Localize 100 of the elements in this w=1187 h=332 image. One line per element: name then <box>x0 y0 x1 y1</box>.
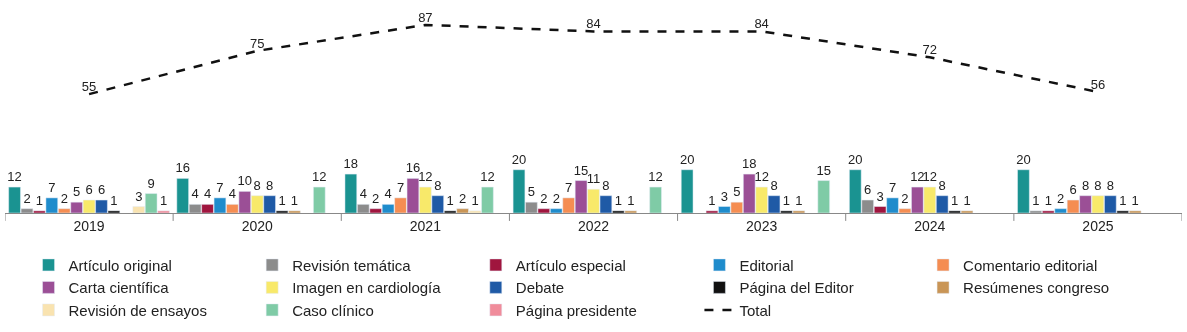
x-tick-label: 2020 <box>241 217 273 234</box>
data-label: 12 <box>754 169 769 185</box>
bar <box>817 180 830 213</box>
legend-label: Comentario editorial <box>963 256 1098 274</box>
data-label: 7 <box>888 179 897 195</box>
x-tick-label: 2024 <box>914 217 946 234</box>
data-label: 2 <box>540 190 548 206</box>
x-tick-label: 2022 <box>577 217 610 234</box>
data-label: 8 <box>602 177 610 193</box>
data-label: 16 <box>405 160 421 176</box>
data-label: 8 <box>938 177 946 193</box>
data-label: 2 <box>901 190 909 206</box>
data-label: 6 <box>85 182 93 198</box>
data-label: 3 <box>135 188 143 204</box>
data-label: 8 <box>1106 177 1114 193</box>
legend-label: Imagen en cardiología <box>292 279 442 297</box>
data-label: 1 <box>1032 192 1040 208</box>
data-label: 8 <box>1081 177 1090 193</box>
legend-label: Artículo especial <box>515 256 626 274</box>
data-label: 1 <box>627 192 635 208</box>
data-label: 2 <box>552 190 560 206</box>
data-label: 7 <box>216 179 224 195</box>
data-label: 56 <box>1090 76 1106 92</box>
data-label: 1 <box>1119 192 1127 208</box>
data-label: 4 <box>359 186 367 202</box>
legend-label: Resúmenes congreso <box>963 279 1109 297</box>
data-label: 4 <box>203 186 212 202</box>
data-label: 2 <box>60 190 68 206</box>
data-label: 1 <box>290 192 299 208</box>
data-label: 8 <box>266 177 274 193</box>
data-label: 10 <box>237 173 253 189</box>
data-label: 8 <box>770 177 778 193</box>
data-label: 4 <box>191 186 199 202</box>
x-tick-label: 2021 <box>409 217 442 234</box>
legend-label: Artículo original <box>68 256 172 274</box>
data-label: 2 <box>23 190 31 206</box>
data-label: 1 <box>1131 192 1139 208</box>
data-label: 18 <box>741 156 757 172</box>
data-label: 72 <box>922 42 938 58</box>
data-label: 20 <box>1016 151 1031 167</box>
data-label: 75 <box>249 35 265 51</box>
data-label: 1 <box>963 192 971 208</box>
data-label: 87 <box>418 9 433 25</box>
data-label: 1 <box>471 192 479 208</box>
data-label: 1 <box>951 192 959 208</box>
legend-label: Total <box>739 301 772 319</box>
legend-label: Página del Editor <box>739 279 854 297</box>
data-label: 5 <box>527 184 536 200</box>
data-label: 15 <box>573 162 589 178</box>
bar <box>680 169 694 213</box>
data-label: 5 <box>733 184 741 200</box>
data-label: 1 <box>278 192 286 208</box>
legend-label: Caso clínico <box>292 301 374 319</box>
data-label: 8 <box>434 177 442 193</box>
data-label: 18 <box>343 156 359 172</box>
legend-label: Revisión temática <box>292 256 412 274</box>
data-label: 7 <box>48 179 56 195</box>
legend-label: Debate <box>515 279 565 297</box>
legend-label: Carta científica <box>68 279 170 297</box>
data-label: 1 <box>159 192 168 208</box>
data-label: 6 <box>864 182 872 198</box>
data-label: 6 <box>97 182 106 198</box>
data-label: 20 <box>679 151 695 167</box>
data-label: 6 <box>1069 182 1077 198</box>
data-label: 1 <box>782 192 791 208</box>
data-label: 1 <box>614 192 622 208</box>
data-label: 7 <box>396 179 405 195</box>
data-label: 8 <box>1094 177 1102 193</box>
x-tick-label: 2019 <box>73 217 105 234</box>
legend-label: Revisión de ensayos <box>68 301 207 319</box>
data-label: 2 <box>1057 190 1065 206</box>
data-label: 2 <box>458 190 467 206</box>
x-tick-label: 2025 <box>1082 217 1114 234</box>
legend-label: Editorial <box>739 256 794 274</box>
data-label: 3 <box>876 188 884 204</box>
bar <box>313 186 326 213</box>
data-label: 1 <box>795 192 803 208</box>
data-label: 15 <box>816 162 831 178</box>
data-label: 1 <box>446 192 454 208</box>
data-label: 2 <box>372 190 380 206</box>
data-label: 20 <box>511 151 527 167</box>
legend-label: Página presidente <box>515 301 637 319</box>
bar <box>649 186 662 213</box>
data-label: 84 <box>754 16 769 32</box>
data-label: 1 <box>110 192 118 208</box>
data-label: 8 <box>253 177 261 193</box>
data-label: 1 <box>1044 192 1052 208</box>
data-label: 16 <box>175 160 190 176</box>
data-label: 12 <box>7 169 22 185</box>
data-label: 7 <box>565 179 573 195</box>
data-label: 12 <box>312 169 327 185</box>
data-label: 84 <box>586 16 601 32</box>
data-label: 4 <box>384 186 392 202</box>
data-label: 1 <box>35 192 44 208</box>
data-label: 1 <box>708 192 716 208</box>
x-tick-label: 2023 <box>746 217 778 234</box>
data-label: 12 <box>922 169 938 185</box>
data-label: 5 <box>73 184 81 200</box>
data-label: 12 <box>480 169 495 185</box>
data-label: 55 <box>81 78 97 94</box>
